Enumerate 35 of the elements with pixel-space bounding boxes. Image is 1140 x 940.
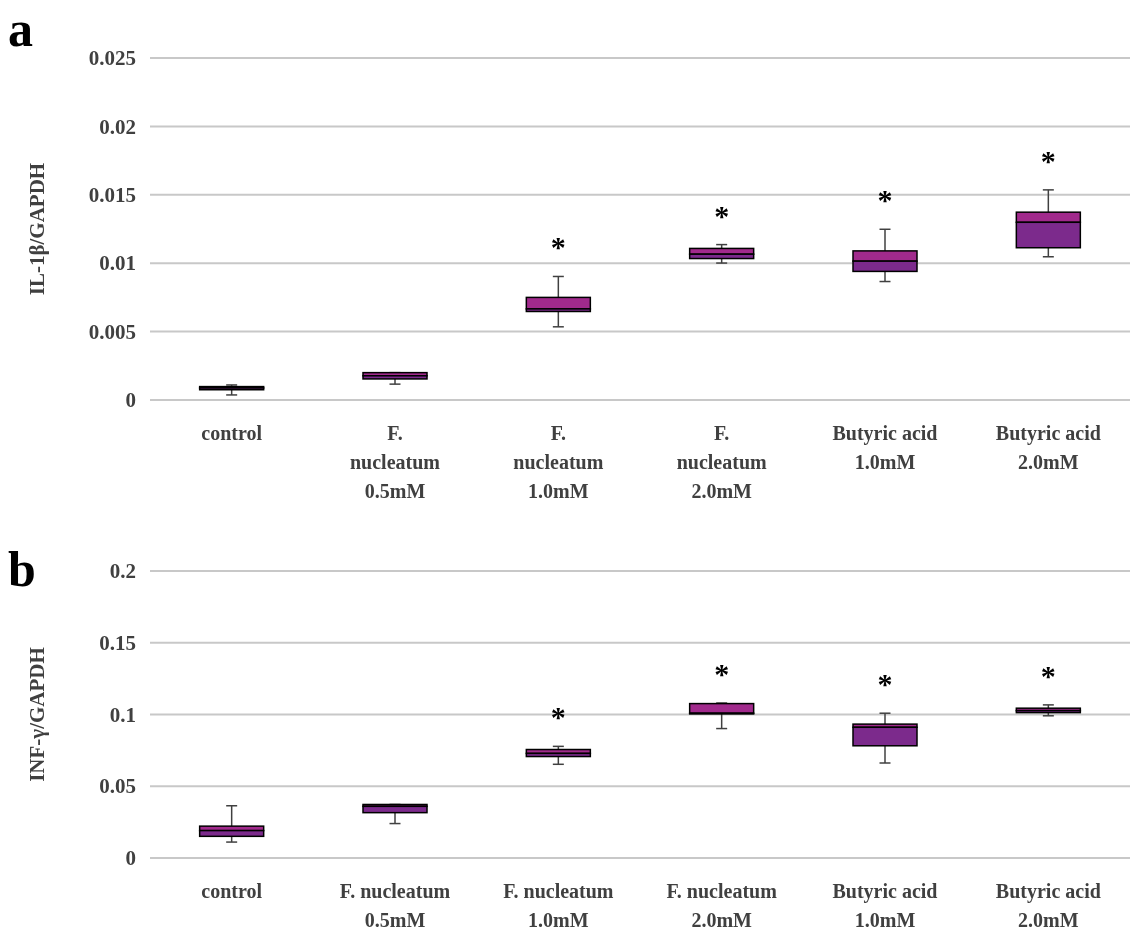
x-tick-label: Butyric acid 1.0mM [832, 880, 938, 931]
y-tick-label: 0.005 [88, 319, 136, 344]
y-axis-title: IL-1β/GAPDH [25, 162, 49, 296]
annotation: * [1040, 658, 1056, 692]
annotation: * [550, 230, 566, 264]
y-tick-label: 0 [125, 846, 136, 871]
x-tick-label: F. nucleatum 2.0mM [666, 880, 778, 931]
x-tick-label: F. nucleatum 2.0mM [676, 422, 768, 502]
x-tick-label: Butyric acid 2.0mM [995, 880, 1101, 931]
y-axis-title: INF-γ/GAPDH [25, 647, 49, 782]
y-tick-label: 0.02 [99, 114, 136, 139]
x-tick-label: F. nucleatum 0.5mM [339, 880, 451, 931]
y-tick-label: 0.025 [88, 46, 136, 71]
x-tick-label: F. nucleatum 1.0mM [513, 422, 604, 502]
x-tick-label: control [201, 422, 263, 444]
annotation: * [877, 183, 893, 217]
annotation: * [1040, 143, 1056, 177]
annotation: * [714, 657, 730, 691]
x-tick-label: F. nucleatum 1.0mM [503, 880, 614, 931]
x-tick-label: Butyric acid 2.0mM [995, 422, 1101, 473]
chart-title: b [8, 541, 36, 597]
x-tick-label: control [201, 880, 263, 902]
y-tick-label: 0.1 [109, 702, 136, 727]
y-tick-label: 0.05 [99, 774, 136, 799]
y-tick-label: 0.015 [88, 183, 136, 208]
chart-title: a [8, 1, 33, 57]
y-tick-label: 0.15 [99, 630, 136, 655]
annotation: * [877, 667, 893, 701]
y-tick-label: 0.01 [99, 251, 136, 276]
annotation: * [550, 700, 566, 734]
annotation: * [714, 198, 730, 232]
x-tick-label: F. nucleatum 0.5mM [350, 422, 441, 502]
y-tick-label: 0 [125, 388, 136, 413]
y-tick-label: 0.2 [109, 559, 136, 584]
x-tick-label: Butyric acid 1.0mM [832, 422, 938, 473]
